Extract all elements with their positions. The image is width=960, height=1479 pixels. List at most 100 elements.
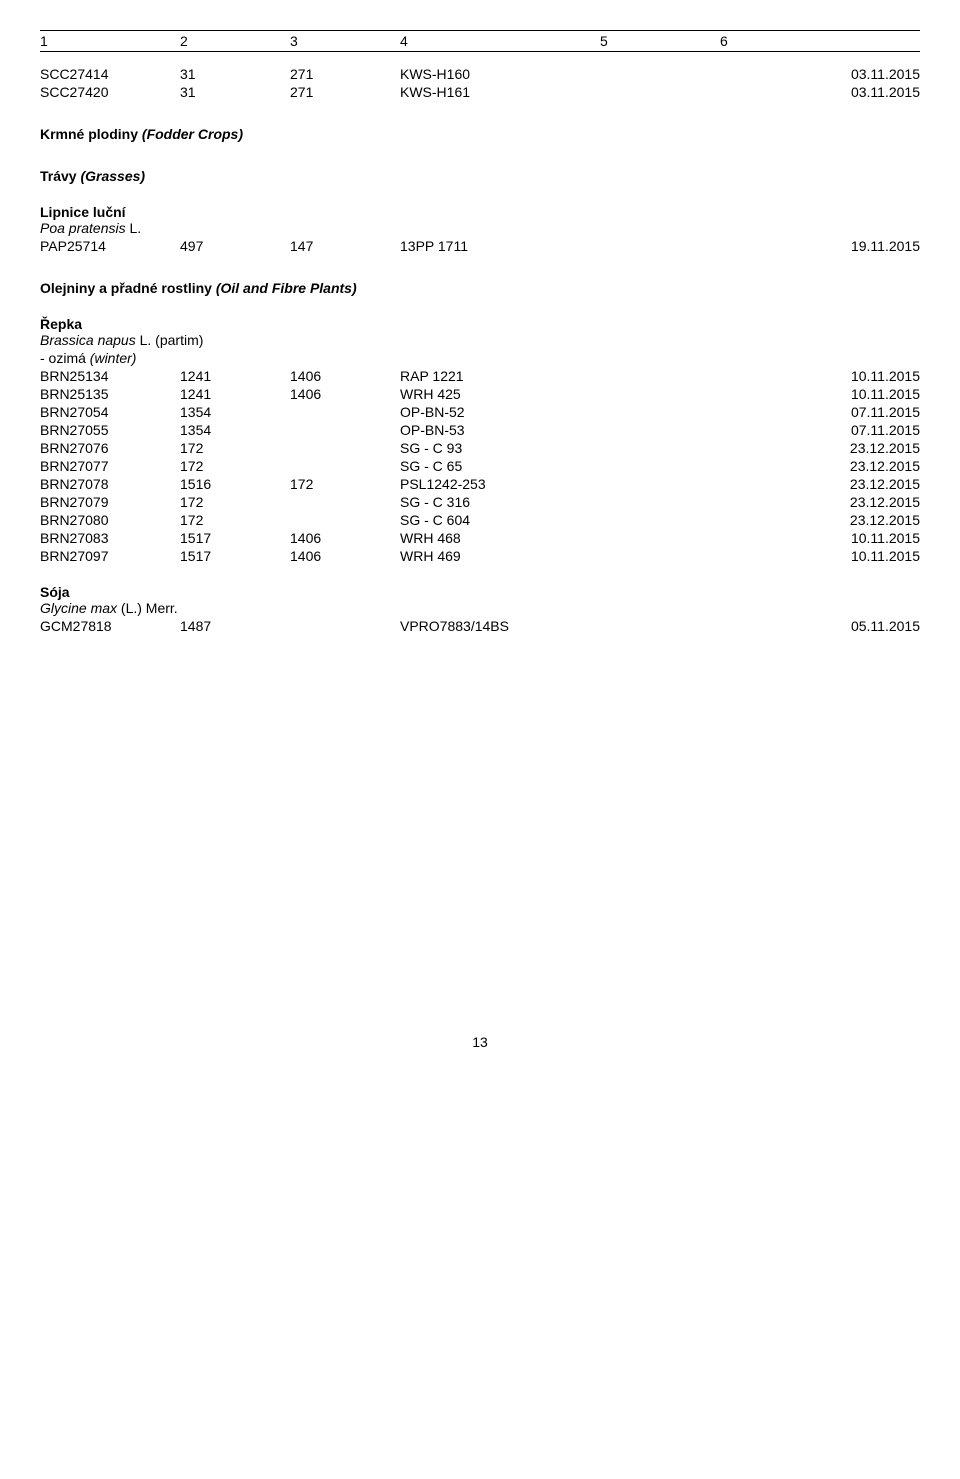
cell-date: 10.11.2015 (600, 548, 920, 564)
table-row: BRN2513512411406WRH 42510.11.2015 (40, 386, 920, 402)
cell-label: WRH 469 (400, 548, 600, 564)
table-row: BRN27080172 SG - C 60423.12.2015 (40, 512, 920, 528)
header-col-3: 3 (290, 33, 400, 49)
cell-col2: 172 (180, 512, 290, 528)
cell-col2: 1487 (180, 618, 290, 634)
section-fodder-crops: Krmné plodiny (Fodder Crops) (40, 126, 920, 142)
header-col-2: 2 (180, 33, 290, 49)
cell-col2: 172 (180, 458, 290, 474)
cell-id: SCC27414 (40, 66, 180, 82)
cell-col3 (290, 458, 400, 474)
table-row: BRN2708315171406WRH 46810.11.2015 (40, 530, 920, 546)
cell-label: OP-BN-52 (400, 404, 600, 420)
cell-col3 (290, 440, 400, 456)
cell-label: SG - C 604 (400, 512, 600, 528)
cell-date: 07.11.2015 (600, 404, 920, 420)
soja-species: Glycine max (L.) Merr. (40, 600, 920, 616)
table-row: BRN27079172SG - C 31623.12.2015 (40, 494, 920, 510)
header-col-5: 5 (600, 33, 720, 49)
soja-species-author: (L.) Merr. (117, 600, 178, 616)
table-row: BRN270541354 OP-BN-5207.11.2015 (40, 404, 920, 420)
cell-date: 05.11.2015 (600, 618, 920, 634)
cell-id: BRN27078 (40, 476, 180, 492)
cell-id: BRN27054 (40, 404, 180, 420)
cell-label: RAP 1221 (400, 368, 600, 384)
section-grasses-bold: Trávy (40, 168, 80, 184)
cell-id: SCC27420 (40, 84, 180, 100)
cell-date: 19.11.2015 (600, 238, 920, 254)
cell-date: 07.11.2015 (600, 422, 920, 438)
cell-date: 23.12.2015 (600, 494, 920, 510)
table-row: GCM278181487 VPRO7883/14BS05.11.2015 (40, 618, 920, 634)
repka-note: - ozimá (winter) (40, 350, 920, 366)
section-grasses: Trávy (Grasses) (40, 168, 920, 184)
cell-col3: 1406 (290, 368, 400, 384)
cell-col3 (290, 618, 400, 634)
cell-id: BRN27080 (40, 512, 180, 528)
cell-id: BRN27077 (40, 458, 180, 474)
table-row: PAP2571449714713PP 171119.11.2015 (40, 238, 920, 254)
cell-id: BRN25135 (40, 386, 180, 402)
cell-col3: 1406 (290, 386, 400, 402)
cell-id: BRN27079 (40, 494, 180, 510)
cell-id: GCM27818 (40, 618, 180, 634)
repka-species-author: L. (partim) (136, 332, 204, 348)
repka-species: Brassica napus L. (partim) (40, 332, 920, 348)
cell-col2: 31 (180, 84, 290, 100)
cell-col2: 31 (180, 66, 290, 82)
lipnice-species: Poa pratensis L. (40, 220, 920, 236)
cell-label: WRH 425 (400, 386, 600, 402)
cell-date: 23.12.2015 (600, 458, 920, 474)
table-row: BRN270551354OP-BN-5307.11.2015 (40, 422, 920, 438)
cell-label: PSL1242-253 (400, 476, 600, 492)
cell-col2: 1241 (180, 368, 290, 384)
cell-col3: 271 (290, 84, 400, 100)
section-oil-bold: Olejniny a přadné rostliny (40, 280, 216, 296)
cell-id: PAP25714 (40, 238, 180, 254)
cell-date: 23.12.2015 (600, 476, 920, 492)
cell-date: 10.11.2015 (600, 386, 920, 402)
repka-note-b: (winter) (90, 350, 137, 366)
cell-col2: 497 (180, 238, 290, 254)
lipnice-heading: Lipnice luční (40, 204, 920, 220)
section-fodder-italic: (Fodder Crops) (142, 126, 243, 142)
cell-id: BRN27076 (40, 440, 180, 456)
cell-label: KWS-H161 (400, 84, 600, 100)
table-row: BRN27077172SG - C 6523.12.2015 (40, 458, 920, 474)
soja-species-name: Glycine max (40, 600, 117, 616)
cell-col3: 172 (290, 476, 400, 492)
cell-col3 (290, 494, 400, 510)
table-row: BRN27076172SG - C 9323.12.2015 (40, 440, 920, 456)
cell-label: SG - C 93 (400, 440, 600, 456)
cell-date: 23.12.2015 (600, 440, 920, 456)
cell-date: 10.11.2015 (600, 368, 920, 384)
table-row: BRN2709715171406WRH 46910.11.2015 (40, 548, 920, 564)
table-row: SCC2742031271KWS-H16103.11.2015 (40, 84, 920, 100)
cell-col2: 172 (180, 494, 290, 510)
table-row: BRN2513412411406RAP 122110.11.2015 (40, 368, 920, 384)
header-col-4: 4 (400, 33, 600, 49)
cell-col3 (290, 422, 400, 438)
cell-col2: 1354 (180, 404, 290, 420)
cell-col3 (290, 404, 400, 420)
cell-col2: 1354 (180, 422, 290, 438)
cell-label: VPRO7883/14BS (400, 618, 600, 634)
column-header-row: 1 2 3 4 5 6 (40, 30, 920, 52)
section-oil-fibre: Olejniny a přadné rostliny (Oil and Fibr… (40, 280, 920, 296)
cell-label: 13PP 1711 (400, 238, 600, 254)
repka-note-a: - ozimá (40, 350, 90, 366)
cell-col3: 271 (290, 66, 400, 82)
cell-id: BRN27097 (40, 548, 180, 564)
cell-col2: 1517 (180, 548, 290, 564)
table-row: SCC2741431271KWS-H16003.11.2015 (40, 66, 920, 82)
section-fodder-bold: Krmné plodiny (40, 126, 142, 142)
cell-label: WRH 468 (400, 530, 600, 546)
cell-col3: 147 (290, 238, 400, 254)
cell-date: 23.12.2015 (600, 512, 920, 528)
cell-col3 (290, 512, 400, 528)
table-row: BRN270781516172PSL1242-25323.12.2015 (40, 476, 920, 492)
repka-species-name: Brassica napus (40, 332, 136, 348)
section-oil-italic: (Oil and Fibre Plants) (216, 280, 357, 296)
header-col-1: 1 (40, 33, 180, 49)
cell-date: 10.11.2015 (600, 530, 920, 546)
